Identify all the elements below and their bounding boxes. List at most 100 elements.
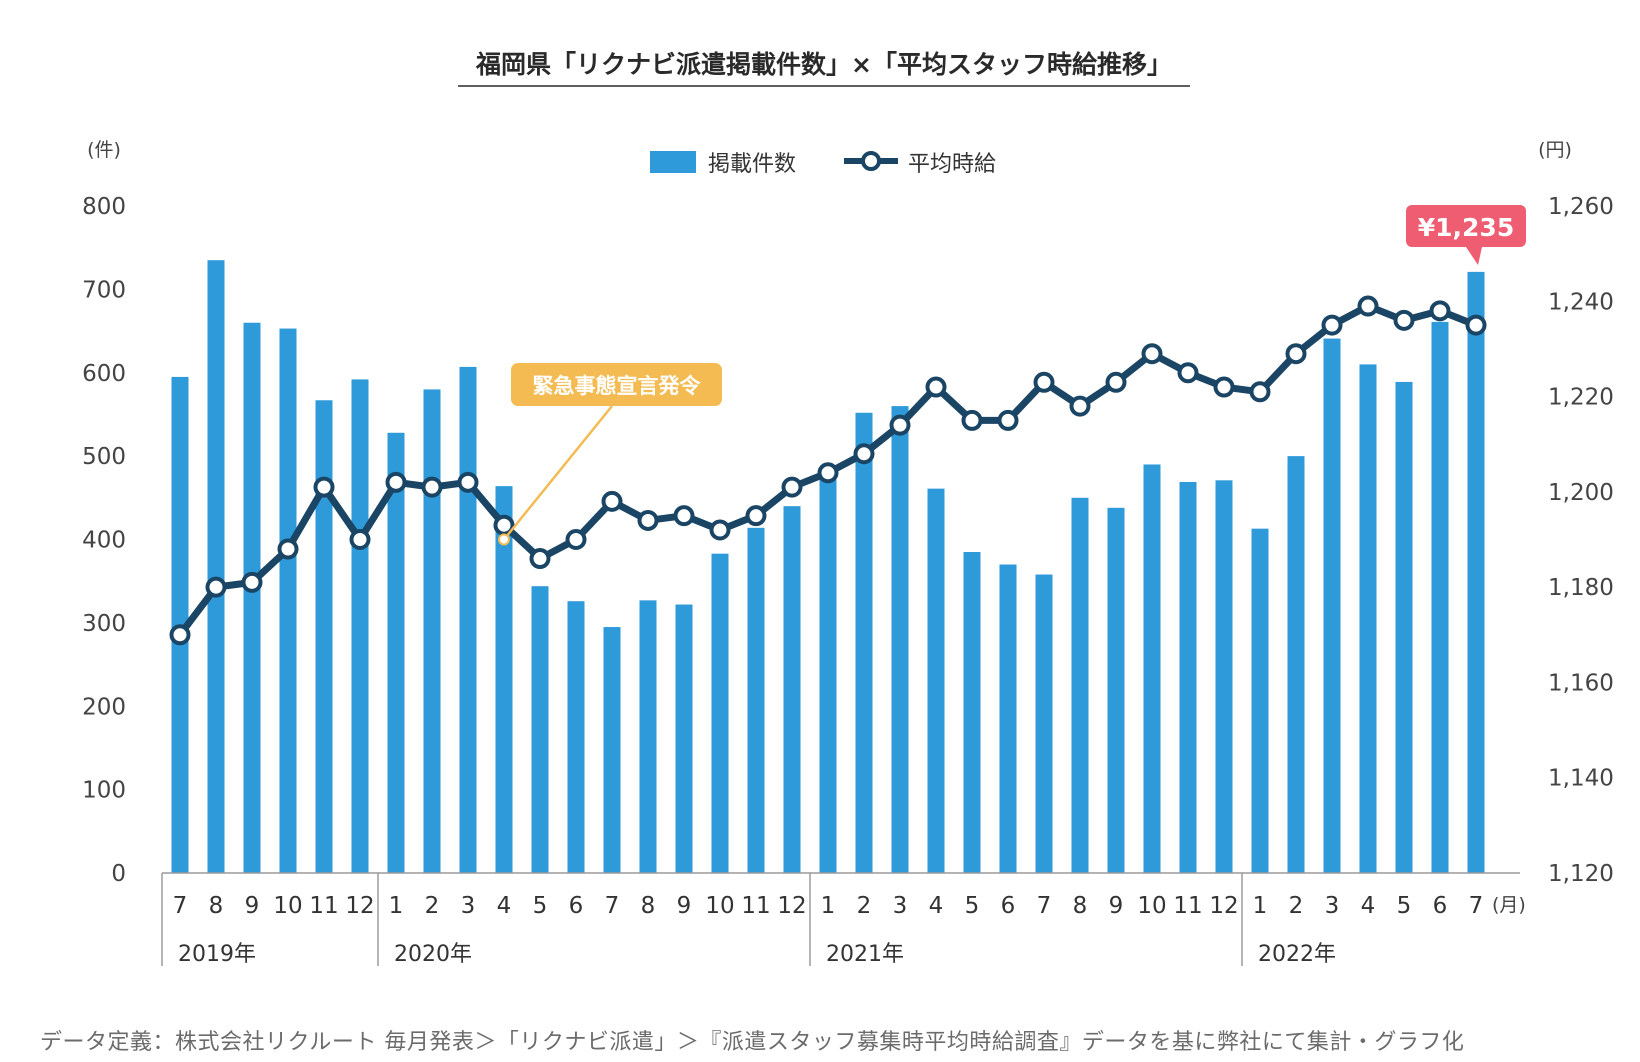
x-tick-label: 10 (273, 893, 302, 919)
line-point (313, 476, 335, 498)
line-point (637, 509, 659, 531)
line-point (349, 529, 371, 550)
x-tick-label: 2 (425, 893, 440, 919)
line-point (601, 490, 623, 512)
left-axis-unit: (件) (87, 139, 121, 161)
line-point (1465, 314, 1487, 336)
emergency-callout-box (511, 363, 722, 406)
line-point (1105, 371, 1127, 393)
legend-bar-label: 掲載件数 (708, 152, 796, 177)
bar (747, 527, 765, 873)
right-axis-unit: (円) (1538, 139, 1572, 161)
x-tick-label: 9 (1109, 893, 1124, 919)
line-point (925, 376, 947, 398)
x-tick-label: 11 (309, 893, 338, 919)
x-tick-label: 6 (1001, 893, 1016, 919)
bar (423, 389, 441, 873)
line-point (1069, 395, 1091, 417)
bar (891, 406, 909, 873)
left-tick-label: 200 (82, 694, 126, 720)
legend-line-marker (861, 151, 881, 171)
bar (639, 600, 657, 873)
bar (351, 379, 369, 873)
line-point (529, 548, 551, 570)
line-point (961, 409, 983, 431)
x-axis-unit: (月) (1492, 894, 1526, 916)
bar (1179, 481, 1197, 873)
bar (1323, 338, 1341, 873)
bar-series (171, 260, 1485, 874)
x-tick-label: 8 (1073, 893, 1088, 919)
bar (711, 553, 729, 873)
price-badge-box (1406, 205, 1526, 247)
x-tick-label: 5 (533, 893, 548, 919)
line-point (169, 624, 191, 646)
right-tick-label: 1,120 (1548, 861, 1614, 887)
left-axis-ticks: 0 100 200 300 400 500 600 700 800 (82, 194, 126, 887)
year-label: 2021年 (826, 942, 904, 967)
chart-title: 福岡県「リクナビ派遣掲載件数」×「平均スタッフ時給推移」 (475, 50, 1172, 79)
line-point (277, 538, 299, 560)
bar (207, 260, 225, 874)
year-label: 2019年 (178, 942, 256, 967)
x-tick-label: 3 (1325, 893, 1340, 919)
right-tick-label: 1,260 (1548, 194, 1614, 220)
legend-line-label: 平均時給 (908, 152, 996, 177)
bar (315, 400, 333, 873)
left-tick-label: 100 (82, 778, 126, 804)
bar (495, 486, 513, 873)
x-tick-label: 7 (173, 893, 188, 919)
line-point (1141, 343, 1163, 365)
left-tick-label: 300 (82, 611, 126, 637)
line-point (1429, 300, 1451, 322)
bar (819, 479, 837, 873)
price-badge-text: ¥1,235 (1418, 213, 1514, 242)
bar (783, 506, 801, 873)
line-point (1213, 376, 1235, 398)
x-tick-label: 9 (677, 893, 692, 919)
x-tick-label: 4 (1361, 893, 1376, 919)
right-tick-label: 1,200 (1548, 480, 1614, 506)
x-tick-label: 10 (1137, 893, 1166, 919)
x-tick-label: 9 (245, 893, 260, 919)
line-point (421, 476, 443, 498)
footnote: データ定義：株式会社リクルート 毎月発表＞「リクナビ派遣」＞『派遣スタッフ募集時… (40, 1030, 1465, 1055)
x-tick-label: 6 (569, 893, 584, 919)
line-point (1285, 343, 1307, 365)
right-axis-ticks: 1,120 1,140 1,160 1,180 1,200 1,220 1,240 1,260 (1548, 194, 1614, 887)
bar (1143, 464, 1161, 873)
year-label: 2022年 (1258, 942, 1336, 967)
line-point (745, 505, 767, 527)
bar (1107, 507, 1125, 873)
bar (675, 604, 693, 873)
x-tick-label: 2 (1289, 893, 1304, 919)
line-point (385, 471, 407, 493)
legend: 掲載件数 平均時給 (650, 151, 996, 177)
line-point (1321, 314, 1343, 336)
bar (459, 366, 477, 873)
bar (963, 552, 981, 873)
x-tick-label: 4 (497, 893, 512, 919)
bar (531, 586, 549, 873)
right-tick-label: 1,160 (1548, 670, 1614, 696)
line-point (673, 505, 695, 527)
x-tick-label: 8 (209, 893, 224, 919)
left-tick-label: 500 (82, 444, 126, 470)
line-point (889, 414, 911, 436)
year-label: 2020年 (394, 942, 472, 967)
x-tick-label: 3 (893, 893, 908, 919)
bar (1467, 271, 1485, 874)
line-point (1357, 295, 1379, 317)
x-tick-label: 12 (777, 893, 806, 919)
bar (1035, 574, 1053, 873)
x-tick-label: 12 (1209, 893, 1238, 919)
bar (927, 488, 945, 873)
annotations: 緊急事態宣言発令 ¥1,235 (498, 205, 1526, 546)
x-tick-label: 10 (705, 893, 734, 919)
x-tick-label: 5 (965, 893, 980, 919)
x-tick-label: 1 (821, 893, 836, 919)
left-tick-label: 700 (82, 277, 126, 303)
legend-bar-swatch (650, 151, 696, 173)
price-badge-pointer (1466, 247, 1482, 265)
